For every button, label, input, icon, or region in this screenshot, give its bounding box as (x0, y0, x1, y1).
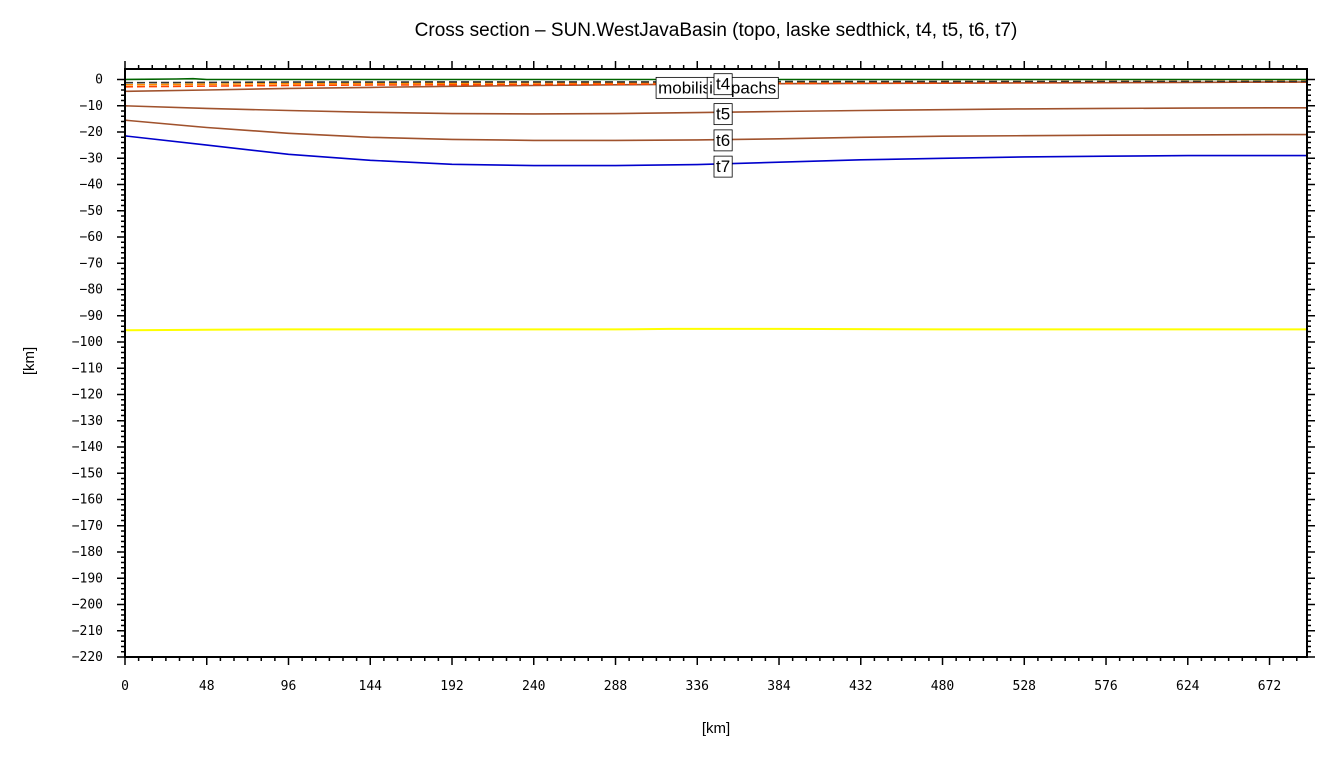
y-tick-label: −190 (72, 571, 103, 586)
chart-title: Cross section – SUN.WestJavaBasin (topo,… (415, 20, 1018, 41)
x-tick-label: 432 (849, 679, 872, 694)
y-tick-label: −60 (80, 230, 103, 245)
series-line-t5 (124, 105, 1307, 115)
y-tick-label: −170 (72, 519, 103, 534)
svg-text:t4: t4 (716, 75, 730, 94)
y-tick-label: −10 (80, 99, 103, 114)
y-tick-label: −110 (72, 361, 103, 376)
y-tick-label: −50 (80, 204, 103, 219)
x-tick-label: 480 (931, 679, 954, 694)
x-tick-label: 336 (686, 679, 709, 694)
line-label-t4: t4 (713, 73, 733, 96)
x-tick-label: 528 (1013, 679, 1036, 694)
y-tick-label: −70 (80, 256, 103, 271)
y-tick-label: −20 (80, 125, 103, 140)
x-tick-label: 0 (121, 679, 129, 694)
x-tick-label: 192 (440, 679, 463, 694)
line-label-t7: t7 (713, 155, 733, 178)
x-tick-label: 240 (522, 679, 545, 694)
y-tick-label: −200 (72, 598, 103, 613)
y-tick-label: 0 (95, 73, 103, 88)
y-tick-label: −100 (72, 335, 103, 350)
y-tick-label: −120 (72, 388, 103, 403)
svg-text:t7: t7 (716, 157, 730, 176)
y-tick-label: −210 (72, 624, 103, 639)
y-tick-label: −80 (80, 283, 103, 298)
y-tick-label: −220 (72, 650, 103, 665)
series-line-t7 (124, 135, 1307, 167)
x-axis-label: [km] (702, 720, 730, 737)
x-tick-label: 672 (1258, 679, 1281, 694)
y-tick-label: −180 (72, 545, 103, 560)
line-label-t6: t6 (713, 129, 733, 152)
svg-text:t5: t5 (716, 105, 730, 124)
x-tick-label: 48 (199, 679, 215, 694)
series-line-t6 (124, 119, 1307, 142)
x-tick-label: 288 (604, 679, 627, 694)
line-label-mobilis: mobilis (655, 76, 714, 99)
y-tick-label: −130 (72, 414, 103, 429)
x-tick-label: 144 (359, 679, 383, 694)
y-tick-label: −160 (72, 493, 103, 508)
svg-text:mobilis: mobilis (658, 78, 711, 97)
x-tick-label: 624 (1176, 679, 1200, 694)
line-label-t5: t5 (713, 103, 733, 126)
y-tick-label: −40 (80, 178, 103, 193)
y-tick-label: −30 (80, 151, 103, 166)
y-axis-label: [km] (21, 347, 38, 375)
y-ticks: 0 −10 −20 −30 −40 −50 −60 −70 −80 −90 −100 −110 −120… (72, 73, 1315, 665)
x-ticks: 0 48 96 144 192 240 288 336 384 432 480 528 576 624 67… (121, 61, 1298, 694)
x-tick-label: 384 (767, 679, 791, 694)
x-tick-label: 96 (281, 679, 297, 694)
svg-text:t6: t6 (716, 131, 730, 150)
y-tick-label: −150 (72, 466, 103, 481)
y-tick-label: −140 (72, 440, 103, 455)
series-line-laske (124, 327, 1307, 332)
x-tick-label: 576 (1094, 679, 1117, 694)
y-tick-label: −90 (80, 309, 103, 324)
